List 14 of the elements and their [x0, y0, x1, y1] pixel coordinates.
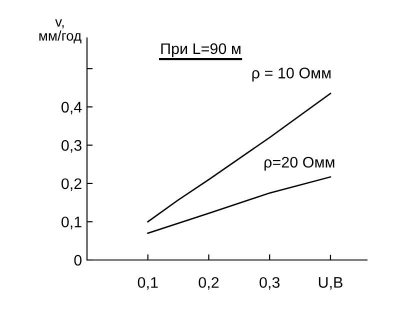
y-tick-label: 0,1	[62, 216, 82, 230]
x-tick-label: 0,2	[198, 277, 219, 290]
chart-title: При L=90 м	[161, 43, 240, 58]
x-tick-label: 0,1	[138, 277, 158, 290]
series-label: ρ = 10 Омм	[252, 68, 331, 82]
y-tick-label: 0,2	[62, 178, 82, 191]
x-tick-label: 0,3	[260, 277, 280, 290]
y-tick-label: 0,3	[62, 140, 82, 153]
x-axis-title: U,B	[318, 277, 342, 290]
line-series	[147, 176, 332, 234]
y-axis-title: v, мм/год	[39, 19, 82, 44]
y-tick-label: 0,4	[62, 102, 82, 114]
y-tick-label: 0	[74, 254, 82, 266]
series-label: ρ=20 Омм	[264, 156, 334, 171]
